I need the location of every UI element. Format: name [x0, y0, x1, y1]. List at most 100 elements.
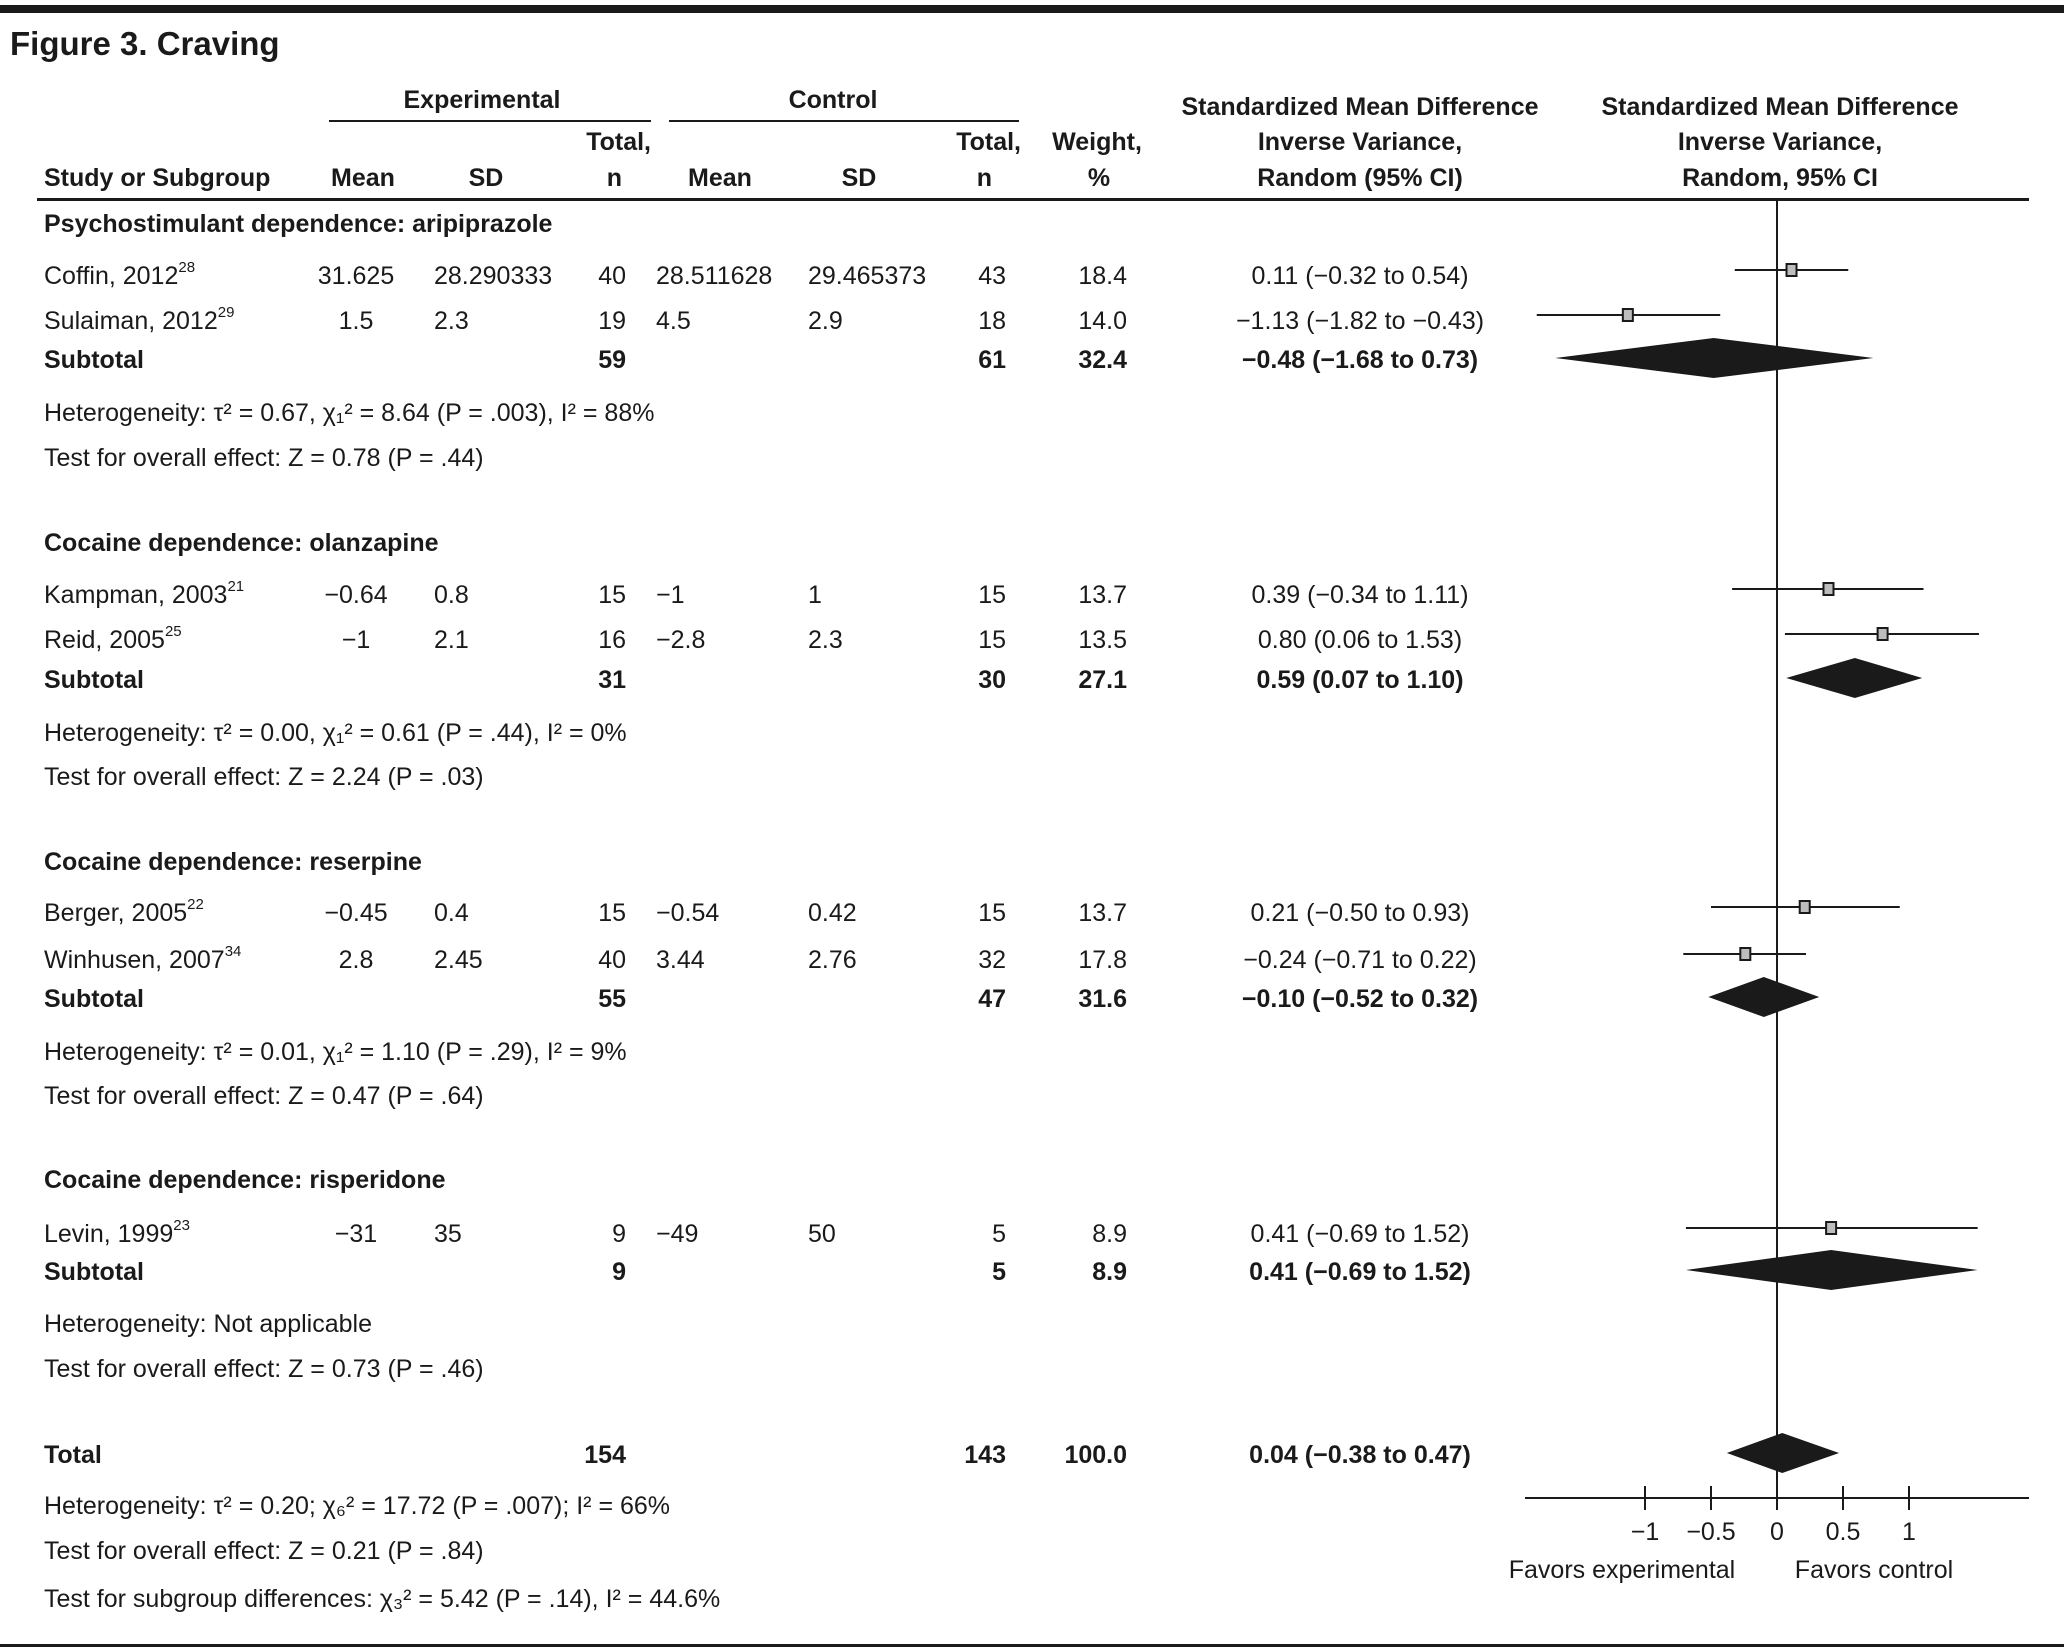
subtotal-smd: −0.48 (−1.68 to 0.73) — [1241, 346, 1479, 374]
ctl-sd: 0.42 — [808, 899, 857, 927]
header-exp-total: Total, — [586, 128, 651, 156]
group-title: Psychostimulant dependence: aripiprazole — [44, 210, 553, 238]
weight: 13.5 — [1078, 626, 1127, 654]
smd-ci: 0.21 (−0.50 to 0.93) — [1250, 899, 1470, 927]
study-point-square — [1621, 308, 1634, 322]
subtotal-ctl-n: 47 — [978, 985, 1006, 1013]
overall-effect-text: Test for overall effect: Z = 0.73 (P = .… — [44, 1355, 484, 1383]
ctl-mean: −0.54 — [656, 899, 720, 927]
ctl-n: 15 — [978, 626, 1006, 654]
x-tick-label: 0.5 — [1825, 1518, 1861, 1546]
exp-n: 19 — [598, 307, 626, 335]
smd-ci: 0.11 (−0.32 to 0.54) — [1251, 262, 1469, 290]
header-experimental: Experimental — [403, 86, 561, 114]
reference-superscript: 22 — [187, 896, 204, 913]
overall-effect-text: Test for overall effect: Z = 0.78 (P = .… — [44, 444, 484, 472]
exp-sd: 2.45 — [434, 946, 483, 974]
total-heterogeneity: Heterogeneity: τ² = 0.20; χ₆² = 17.72 (P… — [44, 1492, 671, 1520]
ctl-n: 18 — [978, 307, 1006, 335]
ctl-mean: −49 — [656, 1220, 699, 1248]
x-tick-label: 1 — [1902, 1518, 1916, 1546]
reference-superscript: 28 — [178, 259, 196, 276]
subtotal-exp-n: 9 — [612, 1258, 626, 1286]
ctl-sd: 2.3 — [808, 626, 843, 654]
ctl-sd: 29.465373 — [808, 262, 927, 290]
exp-sd: 2.1 — [434, 626, 469, 654]
subtotal-weight: 8.9 — [1092, 1258, 1127, 1286]
study-name: Levin, 199923 — [44, 1217, 190, 1248]
ctl-n: 15 — [978, 581, 1006, 609]
total-label: Total — [44, 1441, 102, 1469]
reference-superscript: 29 — [217, 304, 235, 321]
exp-n: 16 — [598, 626, 626, 654]
subtotal-smd: −0.10 (−0.52 to 0.32) — [1241, 985, 1479, 1013]
subtotal-exp-n: 55 — [598, 985, 626, 1013]
weight: 14.0 — [1078, 307, 1127, 335]
smd-ci: 0.80 (0.06 to 1.53) — [1257, 626, 1463, 654]
subtotal-weight: 27.1 — [1078, 666, 1127, 694]
exp-mean: 1.5 — [338, 307, 374, 335]
subtotal-label: Subtotal — [44, 666, 144, 694]
weight: 8.9 — [1092, 1220, 1127, 1248]
subtotal-ctl-n: 5 — [992, 1258, 1006, 1286]
study-name: Reid, 200525 — [44, 623, 182, 654]
header-plot-1: Standardized Mean Difference — [1601, 93, 1959, 121]
heterogeneity-text: Heterogeneity: τ² = 0.00, χ₁² = 0.61 (P … — [44, 719, 627, 747]
subtotal-weight: 31.6 — [1078, 985, 1127, 1013]
subtotal-diamond — [1708, 977, 1820, 1017]
header-smd-3: Random (95% CI) — [1257, 164, 1463, 192]
ctl-n: 15 — [978, 899, 1006, 927]
reference-superscript: 25 — [164, 623, 182, 640]
favors-control-label: Favors control — [1794, 1556, 1954, 1584]
subtotal-diamond — [1786, 658, 1923, 698]
subtotal-label: Subtotal — [44, 985, 144, 1013]
group-title: Cocaine dependence: olanzapine — [44, 529, 439, 557]
ctl-mean: 3.44 — [656, 946, 705, 974]
subtotal-exp-n: 31 — [598, 666, 626, 694]
study-name: Sulaiman, 201229 — [44, 304, 235, 335]
subtotal-exp-n: 59 — [598, 346, 626, 374]
smd-ci: 0.39 (−0.34 to 1.11) — [1251, 581, 1469, 609]
reference-superscript: 21 — [227, 578, 245, 595]
exp-mean: −0.64 — [324, 581, 388, 609]
x-tick-label: −1 — [1630, 1518, 1660, 1546]
figure-title: Figure 3. Craving — [10, 25, 280, 62]
exp-sd: 0.8 — [434, 581, 469, 609]
header-rule — [37, 198, 2029, 201]
subgroup-differences: Test for subgroup differences: χ₃² = 5.4… — [44, 1585, 721, 1613]
header-plot-3: Random, 95% CI — [1682, 164, 1878, 192]
weight: 17.8 — [1078, 946, 1127, 974]
subtotal-diamond — [1555, 338, 1874, 378]
subtotal-smd: 0.41 (−0.69 to 1.52) — [1249, 1258, 1471, 1286]
subtotal-diamond — [1685, 1250, 1978, 1290]
overall-effect-text: Test for overall effect: Z = 0.47 (P = .… — [44, 1082, 484, 1110]
smd-ci: −0.24 (−0.71 to 0.22) — [1243, 946, 1477, 974]
heterogeneity-text: Heterogeneity: τ² = 0.67, χ₁² = 8.64 (P … — [44, 399, 655, 427]
subtotal-label: Subtotal — [44, 1258, 144, 1286]
reference-superscript: 23 — [173, 1217, 190, 1234]
subtotal-smd: 0.59 (0.07 to 1.10) — [1256, 666, 1464, 694]
ctl-mean: 4.5 — [656, 307, 691, 335]
exp-mean: −0.45 — [324, 899, 388, 927]
study-point-square — [1876, 627, 1889, 641]
weight: 18.4 — [1078, 262, 1127, 290]
weight: 13.7 — [1078, 899, 1127, 927]
exp-sd: 28.290333 — [434, 262, 553, 290]
exp-n: 40 — [598, 262, 626, 290]
header-ctl-sd: SD — [841, 164, 877, 192]
header-exp-mean: Mean — [331, 164, 395, 192]
study-point-square — [1798, 900, 1811, 914]
weight: 13.7 — [1078, 581, 1127, 609]
exp-sd: 2.3 — [434, 307, 469, 335]
ctl-n: 43 — [978, 262, 1006, 290]
ctl-mean: −2.8 — [656, 626, 706, 654]
control-underline — [669, 120, 1019, 122]
total-ctl-n: 143 — [964, 1441, 1006, 1469]
exp-mean: −31 — [334, 1220, 378, 1248]
header-ctl-total: Total, — [956, 128, 1021, 156]
total-diamond — [1726, 1433, 1840, 1473]
total-weight: 100.0 — [1064, 1441, 1127, 1469]
ctl-n: 32 — [978, 946, 1006, 974]
ctl-sd: 50 — [808, 1220, 836, 1248]
